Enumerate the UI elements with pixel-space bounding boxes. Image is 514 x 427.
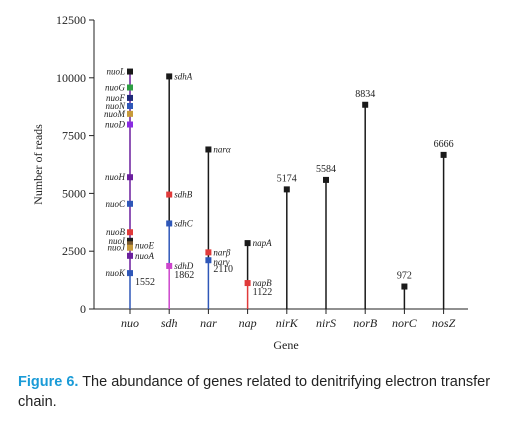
label-narβ: narβ — [213, 247, 231, 257]
label-sdhB: sdhB — [174, 190, 193, 200]
marker-nuoE — [127, 241, 133, 248]
value-label-nuo: 1552 — [135, 277, 155, 288]
y-tick-label: 5000 — [62, 186, 86, 200]
label-nuoC: nuoC — [105, 199, 126, 209]
marker-nosZ — [440, 151, 447, 158]
label-sdhC: sdhC — [174, 218, 194, 228]
marker-nuoJ — [127, 244, 133, 251]
marker-nuoN — [127, 103, 133, 110]
marker-nuoK — [127, 270, 133, 277]
label-nosZ: 6666 — [434, 139, 454, 150]
label-nuoE: nuoE — [135, 240, 155, 250]
marker-nuoI — [127, 237, 133, 244]
label-nirK: 5174 — [277, 173, 297, 184]
marker-nuoB — [127, 229, 133, 236]
label-nuoD: nuoD — [105, 120, 126, 130]
y-tick-label: 2500 — [62, 244, 86, 258]
x-tick-label: nap — [239, 316, 257, 330]
label-narγ: narγ — [213, 257, 230, 267]
value-label-sdh: 1862 — [174, 270, 194, 281]
figure: 0 2500 5000 7500 10000 12500 nuo sdh nar nap nirK n… — [31, 13, 468, 352]
x-tick-label: nar — [200, 316, 217, 330]
y-tick-label: 7500 — [62, 129, 86, 143]
figure-number: Figure 6. — [18, 374, 79, 390]
marker-nuoF — [127, 94, 133, 101]
y-tick-label: 10000 — [56, 71, 86, 85]
axes: 0 2500 5000 7500 10000 12500 nuo sdh nar nap nirK n… — [56, 13, 468, 330]
label-sdhD: sdhD — [174, 261, 194, 271]
marker-norC — [401, 283, 408, 290]
marker-sdhA — [166, 73, 173, 80]
marker-nuoA — [127, 252, 133, 259]
label-napA: napA — [253, 238, 273, 248]
label-narα: narα — [213, 144, 231, 154]
marker-nuoM — [127, 110, 133, 117]
marker-nuoC — [127, 200, 133, 207]
marker-sdhB — [166, 191, 173, 198]
x-axis-title: Gene — [273, 338, 298, 352]
label-napB: napB — [253, 278, 273, 288]
label-nuoA: nuoA — [135, 251, 155, 261]
marker-narα — [205, 146, 212, 153]
label-nuoN: nuoN — [105, 101, 126, 111]
marker-sdhC — [166, 220, 173, 227]
caption-text: The abundance of genes related to denitr… — [18, 374, 491, 410]
x-tick-label: nosZ — [432, 316, 456, 330]
lollipop-chart: 0 2500 5000 7500 10000 12500 nuo sdh nar nap nirK n… — [31, 13, 468, 352]
label-norC: 972 — [397, 271, 412, 282]
y-axis-title: Number of reads — [31, 124, 45, 205]
marker-napA — [244, 240, 251, 247]
y-tick-label: 12500 — [56, 13, 86, 27]
label-nuoK: nuoK — [105, 268, 126, 278]
marker-narβ — [205, 249, 212, 256]
marker-nuoL — [127, 68, 133, 75]
marker-napB — [244, 280, 251, 287]
label-nuoI: nuoI — [109, 236, 127, 246]
label-nirS: 5584 — [316, 164, 336, 175]
marker-nuoD — [127, 121, 133, 128]
x-tick-label: norC — [392, 316, 418, 330]
label-norB: 8834 — [355, 89, 375, 100]
x-tick-label: sdh — [161, 316, 178, 330]
x-tick-label: nuo — [121, 316, 139, 330]
label-nuoB: nuoB — [106, 227, 126, 237]
marker-nuoH — [127, 174, 133, 181]
x-tick-label: norB — [353, 316, 378, 330]
label-nuoH: nuoH — [105, 172, 126, 182]
x-tick-label: nirS — [316, 316, 336, 330]
label-nuoG: nuoG — [105, 83, 126, 93]
label-nuoF: nuoF — [106, 93, 126, 103]
label-nuoL: nuoL — [106, 67, 125, 77]
stems — [129, 71, 445, 309]
marker-nirK — [283, 186, 290, 193]
x-tick-label: nirK — [276, 316, 299, 330]
value-label-nap: 1122 — [253, 287, 273, 298]
value-label-nar: 2110 — [213, 264, 233, 275]
marker-norB — [362, 101, 369, 108]
figure-caption: Figure 6. The abundance of genes related… — [18, 372, 498, 412]
marker-nuoG — [127, 84, 133, 91]
y-tick-label: 0 — [80, 302, 86, 316]
markers — [127, 68, 447, 290]
label-nuoM: nuoM — [104, 109, 126, 119]
marker-sdhD — [166, 262, 173, 269]
label-sdhA: sdhA — [174, 71, 193, 81]
marker-narγ — [205, 257, 212, 264]
marker-nirS — [323, 176, 329, 183]
label-nuoJ: nuoJ — [108, 243, 127, 253]
